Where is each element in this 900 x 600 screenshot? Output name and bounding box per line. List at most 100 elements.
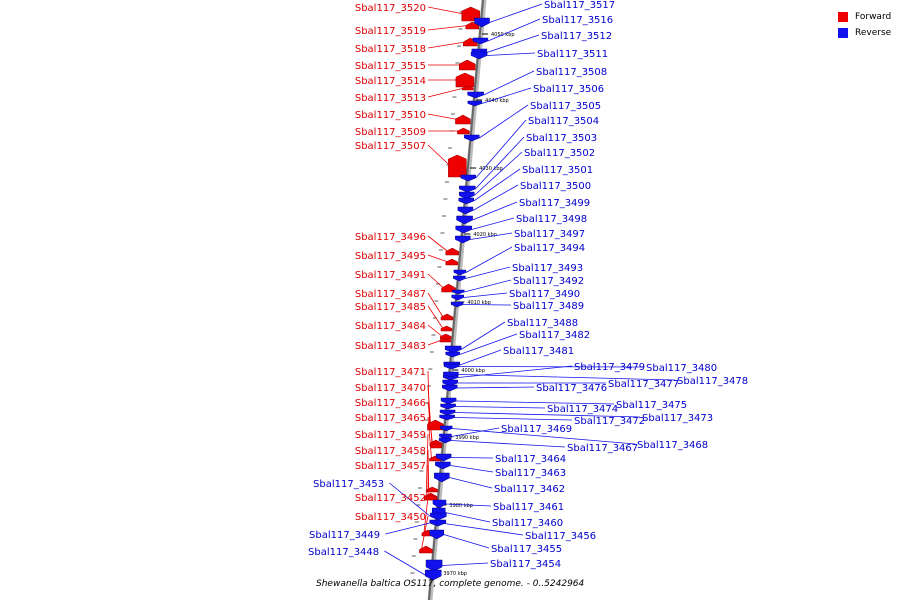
forward-gene-label[interactable]: Sbal117_3514 [355, 76, 426, 87]
reverse-gene-sbal117-3516[interactable] [472, 37, 489, 45]
reverse-gene-sbal117-3494[interactable] [453, 269, 467, 276]
reverse-gene-sbal117-3462[interactable] [434, 472, 450, 483]
reverse-gene-label[interactable]: Sbal117_3499 [519, 198, 590, 209]
reverse-gene-sbal117-3508[interactable] [467, 91, 484, 99]
forward-gene-sbal117-3514[interactable] [455, 72, 475, 88]
reverse-gene-label[interactable]: Sbal117_3461 [493, 502, 564, 513]
reverse-gene-label[interactable]: Sbal117_3473 [642, 413, 713, 424]
reverse-gene-label[interactable]: Sbal117_3493 [512, 263, 583, 274]
reverse-gene-label[interactable]: Sbal117_3456 [525, 531, 596, 542]
reverse-gene-sbal117-3454[interactable] [425, 559, 443, 572]
reverse-gene-sbal117-3467[interactable] [438, 437, 452, 444]
reverse-gene-sbal117-3493[interactable] [453, 275, 466, 282]
forward-gene-sbal117-3458[interactable] [426, 486, 439, 493]
reverse-gene-label[interactable]: Sbal117_3475 [616, 400, 687, 411]
reverse-gene-sbal117-3506[interactable] [467, 100, 483, 107]
reverse-gene-sbal117-3468[interactable] [439, 425, 453, 432]
forward-gene-label[interactable]: Sbal117_3466 [355, 398, 426, 409]
reverse-gene-sbal117-3497[interactable] [455, 235, 471, 244]
reverse-gene-label[interactable]: Sbal117_3489 [513, 301, 584, 312]
legend-item-forward[interactable]: Forward [838, 9, 891, 24]
reverse-gene-label[interactable]: Sbal117_3503 [526, 133, 597, 144]
forward-gene-label[interactable]: Sbal117_3487 [355, 289, 426, 300]
legend-item-reverse[interactable]: Reverse [838, 25, 891, 40]
reverse-gene-label[interactable]: Sbal117_3453 [313, 479, 384, 490]
forward-gene-label[interactable]: Sbal117_3458 [355, 446, 426, 457]
reverse-gene-label[interactable]: Sbal117_3506 [533, 84, 604, 95]
reverse-gene-label[interactable]: Sbal117_3482 [519, 330, 590, 341]
reverse-gene-label[interactable]: Sbal117_3502 [524, 148, 595, 159]
forward-gene-sbal117-3509[interactable] [457, 127, 470, 135]
reverse-gene-sbal117-3464[interactable] [435, 453, 452, 462]
reverse-gene-label[interactable]: Sbal117_3497 [514, 229, 585, 240]
reverse-gene-label[interactable]: Sbal117_3479 [574, 362, 645, 373]
forward-gene-sbal117-3510[interactable] [455, 114, 471, 125]
reverse-gene-sbal117-3504[interactable] [460, 174, 477, 182]
reverse-gene-sbal117-3463[interactable] [435, 461, 451, 470]
reverse-gene-sbal117-3501[interactable] [458, 197, 474, 205]
forward-gene-sbal117-3483[interactable] [439, 337, 452, 343]
reverse-gene-sbal117-3477[interactable] [442, 379, 458, 387]
forward-gene-label[interactable]: Sbal117_3484 [355, 321, 426, 332]
forward-gene-sbal117-3471[interactable] [427, 419, 444, 431]
reverse-gene-sbal117-3490[interactable] [451, 294, 464, 301]
forward-gene-label[interactable]: Sbal117_3518 [355, 44, 426, 55]
forward-gene-label[interactable]: Sbal117_3465 [355, 413, 426, 424]
reverse-gene-sbal117-3505[interactable] [464, 134, 480, 142]
forward-gene-sbal117-3466[interactable] [430, 442, 442, 449]
forward-gene-sbal117-3495[interactable] [445, 258, 459, 266]
reverse-gene-label[interactable]: Sbal117_3517 [544, 0, 615, 11]
reverse-gene-label[interactable]: Sbal117_3455 [491, 544, 562, 555]
reverse-gene-sbal117-3502[interactable] [458, 191, 475, 200]
forward-gene-label[interactable]: Sbal117_3457 [355, 461, 426, 472]
reverse-gene-sbal117-3492[interactable] [451, 289, 465, 295]
forward-gene-sbal117-3513[interactable] [461, 85, 474, 91]
forward-gene-sbal117-3487[interactable] [440, 313, 454, 321]
reverse-gene-label[interactable]: Sbal117_3501 [522, 165, 593, 176]
forward-gene-label[interactable]: Sbal117_3485 [355, 302, 426, 313]
reverse-gene-label[interactable]: Sbal117_3504 [528, 116, 599, 127]
forward-gene-sbal117-3485[interactable] [440, 325, 453, 332]
reverse-gene-sbal117-3472[interactable] [439, 414, 455, 421]
reverse-gene-label[interactable]: Sbal117_3477 [608, 379, 679, 390]
forward-gene-label[interactable]: Sbal117_3450 [355, 512, 426, 523]
reverse-gene-sbal117-3482[interactable] [445, 351, 460, 358]
reverse-gene-label[interactable]: Sbal117_3511 [537, 49, 608, 60]
forward-gene-label[interactable]: Sbal117_3452 [355, 493, 426, 504]
reverse-gene-label[interactable]: Sbal117_3454 [490, 559, 561, 570]
reverse-gene-label[interactable]: Sbal117_3460 [492, 518, 563, 529]
reverse-gene-label[interactable]: Sbal117_3448 [308, 547, 379, 558]
reverse-gene-sbal117-3473[interactable] [439, 409, 456, 416]
reverse-gene-label[interactable]: Sbal117_3474 [547, 404, 618, 415]
reverse-gene-label[interactable]: Sbal117_3478 [677, 376, 748, 387]
reverse-gene-label[interactable]: Sbal117_3500 [520, 181, 591, 192]
forward-gene-label[interactable]: Sbal117_3510 [355, 110, 426, 121]
reverse-gene-sbal117-3455[interactable] [429, 529, 445, 540]
reverse-gene-sbal117-3489[interactable] [450, 301, 464, 308]
forward-gene-label[interactable]: Sbal117_3507 [355, 141, 426, 152]
reverse-gene-label[interactable]: Sbal117_3505 [530, 101, 601, 112]
forward-gene-label[interactable]: Sbal117_3495 [355, 251, 426, 262]
reverse-gene-label[interactable]: Sbal117_3463 [495, 468, 566, 479]
reverse-gene-sbal117-3517[interactable] [474, 17, 490, 28]
reverse-gene-label[interactable]: Sbal117_3481 [503, 346, 574, 357]
reverse-gene-sbal117-3499[interactable] [456, 215, 473, 225]
reverse-gene-label[interactable]: Sbal117_3512 [541, 31, 612, 42]
forward-gene-label[interactable]: Sbal117_3470 [355, 383, 426, 394]
forward-gene-label[interactable]: Sbal117_3515 [355, 61, 426, 72]
reverse-gene-sbal117-3503[interactable] [459, 185, 476, 193]
forward-gene-label[interactable]: Sbal117_3471 [355, 367, 426, 378]
reverse-gene-sbal117-3461[interactable] [432, 499, 447, 509]
forward-gene-label[interactable]: Sbal117_3459 [355, 430, 426, 441]
reverse-gene-sbal117-3480[interactable] [443, 363, 460, 370]
forward-gene-sbal117-3507[interactable] [448, 154, 467, 178]
reverse-gene-label[interactable]: Sbal117_3472 [574, 416, 645, 427]
reverse-gene-label[interactable]: Sbal117_3492 [513, 276, 584, 287]
reverse-gene-label[interactable]: Sbal117_3494 [514, 243, 585, 254]
reverse-gene-sbal117-3498[interactable] [455, 225, 472, 234]
forward-gene-label[interactable]: Sbal117_3483 [355, 341, 426, 352]
reverse-gene-label[interactable]: Sbal117_3488 [507, 318, 578, 329]
reverse-gene-sbal117-3478[interactable] [443, 371, 459, 378]
reverse-gene-label[interactable]: Sbal117_3480 [646, 363, 717, 374]
reverse-gene-sbal117-3475[interactable] [440, 397, 457, 405]
